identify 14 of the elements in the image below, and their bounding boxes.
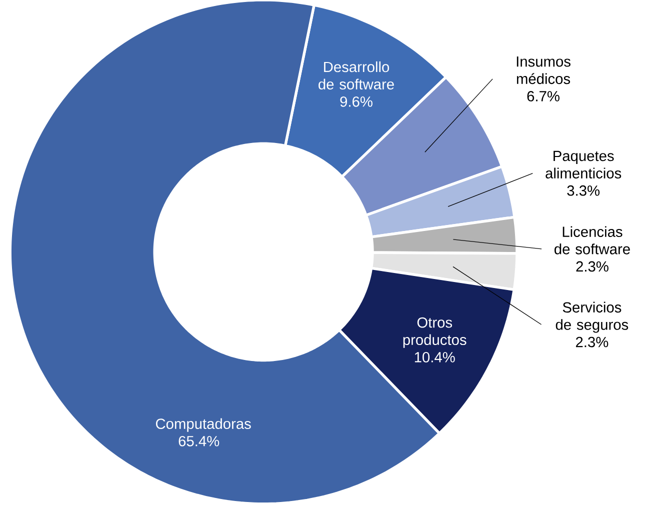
data-label: 9.6% — [340, 96, 372, 107]
slice-label: Paquetes alimenticios — [546, 150, 622, 178]
slice-label: Computadoras — [156, 418, 251, 432]
slice-label: Servicios de seguros — [556, 302, 628, 333]
slice-label: Licencias de software — [554, 226, 630, 254]
data-label: 10.4% — [414, 352, 455, 362]
data-label: 3.3% — [567, 185, 600, 196]
slice-label: Insumos médicos — [516, 56, 570, 84]
data-label: 2.3% — [576, 261, 608, 272]
slice-label: Desarrollo de software — [318, 61, 394, 90]
slice-label: Otros productos — [403, 317, 466, 348]
data-label: 2.3% — [576, 336, 608, 348]
data-label: 6.7% — [527, 91, 560, 102]
data-label: 65.4% — [178, 436, 220, 446]
